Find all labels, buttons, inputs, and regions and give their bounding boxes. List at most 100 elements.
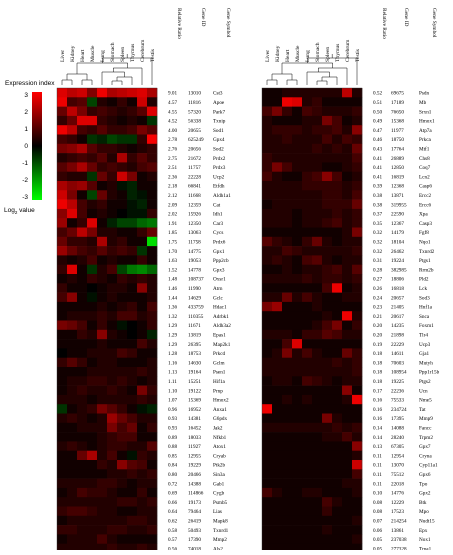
heatmap-cell [127, 218, 138, 228]
heatmap-cell [312, 264, 323, 275]
heatmap-cell [302, 171, 313, 182]
heatmap-cell [272, 525, 283, 535]
heatmap-cell [272, 125, 283, 135]
heatmap-cell [262, 441, 273, 451]
heatmap-cell [292, 329, 303, 340]
heatmap-cell [97, 394, 108, 405]
heatmap-cell [272, 162, 283, 172]
gene-symbol-value: Tat [419, 407, 426, 413]
heatmap-cell [332, 450, 343, 461]
heatmap-cell [67, 543, 78, 554]
gene-id-value: 16952 [188, 407, 201, 413]
relative-ratio-value: 1.07 [168, 398, 177, 404]
gene-id-value: 18806 [391, 277, 404, 283]
heatmap-cell [77, 311, 88, 321]
heatmap-cell [262, 357, 273, 368]
heatmap-cell [312, 367, 323, 377]
heatmap-cell [272, 246, 283, 256]
heatmap-cell [77, 367, 88, 377]
heatmap-cell [87, 171, 98, 182]
heatmap-cell [127, 478, 138, 489]
heatmap-cell [137, 153, 148, 163]
heatmap-cell [147, 190, 158, 200]
relative-ratio-value: 0.28 [373, 267, 382, 273]
heatmap-cell [352, 506, 363, 517]
heatmap-cell [282, 404, 293, 414]
heatmap-cell [57, 227, 68, 238]
heatmap-cell [302, 199, 313, 210]
heatmap-cell [147, 255, 158, 265]
heatmap-cell [302, 181, 313, 191]
gene-id-value: 625249 [188, 137, 204, 143]
column-label-spleen: Spleen [325, 47, 331, 62]
heatmap-cell [57, 301, 68, 312]
heatmap-cell [137, 199, 148, 210]
column-label-cerebrum: Cerebrum [345, 39, 351, 62]
gene-id-value: 11758 [188, 239, 201, 245]
relative-ratio-value: 0.18 [373, 351, 382, 357]
heatmap-cell [322, 311, 333, 321]
heatmap-cell [302, 432, 313, 442]
gene-id-value: 17390 [188, 537, 201, 543]
heatmap-cell [262, 376, 273, 386]
heatmap-cell [322, 199, 333, 210]
gene-symbol-value: Srxn1 [419, 109, 432, 115]
heatmap-cell [352, 357, 363, 368]
heatmap-cell [107, 543, 118, 554]
heatmap-cell [342, 506, 353, 517]
heatmap-cell [282, 394, 293, 405]
heatmap-cell [262, 301, 273, 312]
heatmap-cell [97, 125, 108, 135]
heatmap-cell [312, 190, 323, 200]
heatmap-cell [67, 367, 78, 377]
gene-id-value: 14381 [188, 416, 201, 422]
heatmap-cell [117, 181, 128, 191]
heatmap-cell [137, 227, 148, 238]
heatmap-cell [87, 506, 98, 517]
heatmap-cell [67, 125, 78, 135]
heatmap-cell [332, 469, 343, 479]
gene-id-value: 20656 [188, 146, 201, 152]
gene-id-value: 17395 [391, 416, 404, 422]
heatmap-cell [97, 460, 108, 470]
heatmap-cell [137, 422, 148, 433]
heatmap-cell [127, 236, 138, 247]
heatmap-cell [262, 525, 273, 535]
heatmap-cell [77, 208, 88, 219]
heatmap-cell [117, 292, 128, 303]
gene-id-value: 13070 [391, 463, 404, 469]
gene-id-value: 214254 [391, 518, 407, 524]
heatmap-cell [302, 274, 313, 284]
heatmap-cell [342, 255, 353, 265]
heatmap-cell [352, 153, 363, 163]
heatmap-cell [322, 246, 333, 256]
heatmap-cell [87, 469, 98, 479]
heatmap-cell [352, 106, 363, 117]
dendrogram-link [306, 71, 330, 85]
heatmap-cell [292, 162, 303, 172]
heatmap-cell [272, 534, 283, 544]
heatmap-cell [292, 227, 303, 238]
heatmap-cell [97, 97, 108, 107]
heatmap-cell [137, 394, 148, 405]
relative-ratio-value: 0.10 [373, 491, 382, 497]
heatmap-cell [147, 97, 158, 107]
heatmap-cell [77, 413, 88, 424]
gene-symbol-value: Prdx2 [213, 156, 226, 162]
heatmap-cell [127, 274, 138, 284]
dendrogram-link [113, 67, 143, 85]
heatmap-cell [57, 97, 68, 107]
heatmap-cell [352, 413, 363, 424]
heatmap-cell [322, 441, 333, 451]
heatmap-cell [322, 422, 333, 433]
heatmap-cell [312, 506, 323, 517]
heatmap-cell [342, 357, 353, 368]
relative-ratio-value: 0.51 [373, 100, 382, 106]
relative-ratio-value: 2.18 [168, 184, 177, 190]
column-label-muscle: Muscle [90, 45, 96, 62]
heatmap-cell [342, 413, 353, 424]
heatmap-cell [147, 115, 158, 126]
heatmap-cell [292, 367, 303, 377]
heatmap-cell [282, 376, 293, 386]
legend-tick: 0 [24, 143, 28, 150]
